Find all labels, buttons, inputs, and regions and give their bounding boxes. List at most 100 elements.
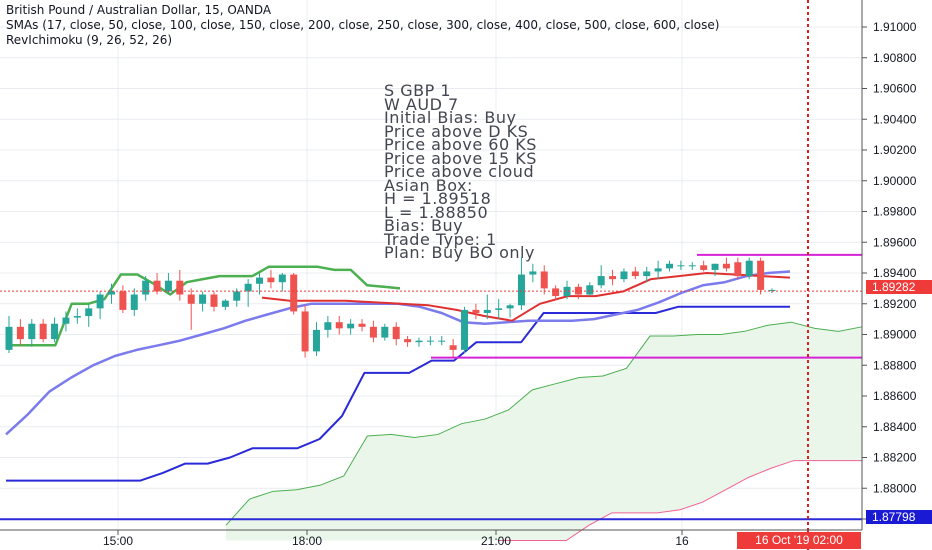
candle-body	[153, 280, 161, 292]
candle[interactable]	[654, 260, 662, 280]
candle[interactable]	[358, 319, 366, 332]
legend-title[interactable]: British Pound / Australian Dollar, 15, O…	[6, 3, 272, 17]
candle[interactable]	[745, 257, 753, 280]
candle-body	[722, 263, 730, 269]
candle[interactable]	[39, 319, 47, 343]
y-tick-label: 1.89000	[873, 328, 917, 342]
candle[interactable]	[540, 265, 548, 295]
candle[interactable]	[73, 308, 81, 324]
annotations[interactable]	[0, 0, 862, 550]
candle-body	[711, 263, 719, 270]
candle-body	[461, 309, 469, 350]
candle[interactable]	[506, 303, 514, 318]
candle[interactable]	[130, 288, 138, 317]
candle-body	[62, 317, 70, 324]
candle[interactable]	[677, 260, 685, 270]
candle[interactable]	[666, 260, 674, 272]
candle[interactable]	[96, 291, 104, 320]
candle[interactable]	[700, 260, 708, 272]
candle[interactable]	[62, 311, 70, 332]
candle[interactable]	[415, 337, 423, 347]
candle[interactable]	[631, 266, 639, 280]
candle[interactable]	[563, 280, 571, 300]
candle[interactable]	[722, 257, 730, 272]
candle[interactable]	[119, 285, 127, 313]
candle[interactable]	[28, 319, 36, 347]
candle[interactable]	[176, 269, 184, 301]
candle[interactable]	[85, 303, 93, 327]
candle-body	[483, 309, 491, 313]
y-tick-label: 1.89600	[873, 235, 917, 249]
candle-body	[312, 329, 320, 352]
candle[interactable]	[290, 273, 298, 315]
sma-red-line	[261, 272, 791, 322]
candle[interactable]	[529, 263, 537, 283]
candle[interactable]	[483, 294, 491, 320]
y-tick-label: 1.90600	[873, 82, 917, 96]
candle[interactable]	[142, 276, 150, 301]
note-line: Bias: Buy	[384, 216, 464, 235]
candle[interactable]	[688, 262, 696, 270]
y-tick-label: 1.90000	[873, 174, 917, 188]
candle[interactable]	[392, 322, 400, 346]
candle-body	[495, 308, 503, 310]
candle[interactable]	[597, 265, 605, 289]
candle-body	[404, 339, 412, 343]
note-line: Plan: Buy BO only	[384, 243, 535, 262]
candle[interactable]	[586, 282, 594, 297]
candle[interactable]	[517, 257, 525, 310]
candle[interactable]	[107, 283, 115, 304]
candle[interactable]	[734, 257, 742, 280]
candle[interactable]	[312, 322, 320, 357]
legend-sma[interactable]: SMAs (17, close, 50, close, 100, close, …	[6, 18, 720, 32]
candle[interactable]	[221, 299, 229, 310]
candle[interactable]	[404, 336, 412, 347]
candle[interactable]	[244, 279, 252, 307]
candle[interactable]	[495, 299, 503, 320]
candle[interactable]	[210, 291, 218, 312]
candle[interactable]	[449, 339, 457, 358]
candle[interactable]	[187, 288, 195, 330]
candle-body	[472, 309, 480, 313]
candle[interactable]	[757, 257, 765, 295]
candle[interactable]	[278, 273, 286, 292]
candle-body	[700, 265, 708, 270]
last-price-tag: 1.89282	[866, 280, 932, 294]
candle[interactable]	[51, 317, 59, 343]
cloud-upper-edge	[225, 321, 863, 526]
candle[interactable]	[552, 285, 560, 301]
candle-body	[540, 271, 548, 289]
candle[interactable]	[347, 319, 355, 335]
x-tick-label: 18:00	[292, 534, 322, 548]
legend-ichimoku[interactable]: RevIchimoku (9, 26, 52, 26)	[6, 33, 173, 47]
candle[interactable]	[301, 305, 309, 358]
candle-body	[734, 262, 742, 277]
candle[interactable]	[438, 336, 446, 346]
candle[interactable]	[620, 268, 628, 283]
candle[interactable]	[461, 306, 469, 353]
candle[interactable]	[643, 266, 651, 283]
candle[interactable]	[381, 323, 389, 341]
candle[interactable]	[574, 283, 582, 300]
candle[interactable]	[609, 269, 617, 286]
y-tick-label: 1.88200	[873, 451, 917, 465]
candle-body	[609, 276, 617, 280]
y-tick-label: 1.90200	[873, 143, 917, 157]
candle[interactable]	[324, 316, 332, 338]
x-tick-label: 21:00	[481, 534, 511, 548]
candle[interactable]	[335, 316, 343, 335]
candle[interactable]	[199, 291, 207, 312]
y-tick-label: 1.89400	[873, 266, 917, 280]
ichimoku-cloud	[225, 321, 863, 542]
candle[interactable]	[267, 269, 275, 289]
candle[interactable]	[369, 320, 377, 343]
candle[interactable]	[472, 303, 480, 320]
candle[interactable]	[16, 319, 24, 346]
candles[interactable]	[5, 257, 776, 358]
candle[interactable]	[256, 273, 264, 295]
candle[interactable]	[426, 336, 434, 346]
candle[interactable]	[5, 316, 13, 353]
candle[interactable]	[711, 263, 719, 277]
